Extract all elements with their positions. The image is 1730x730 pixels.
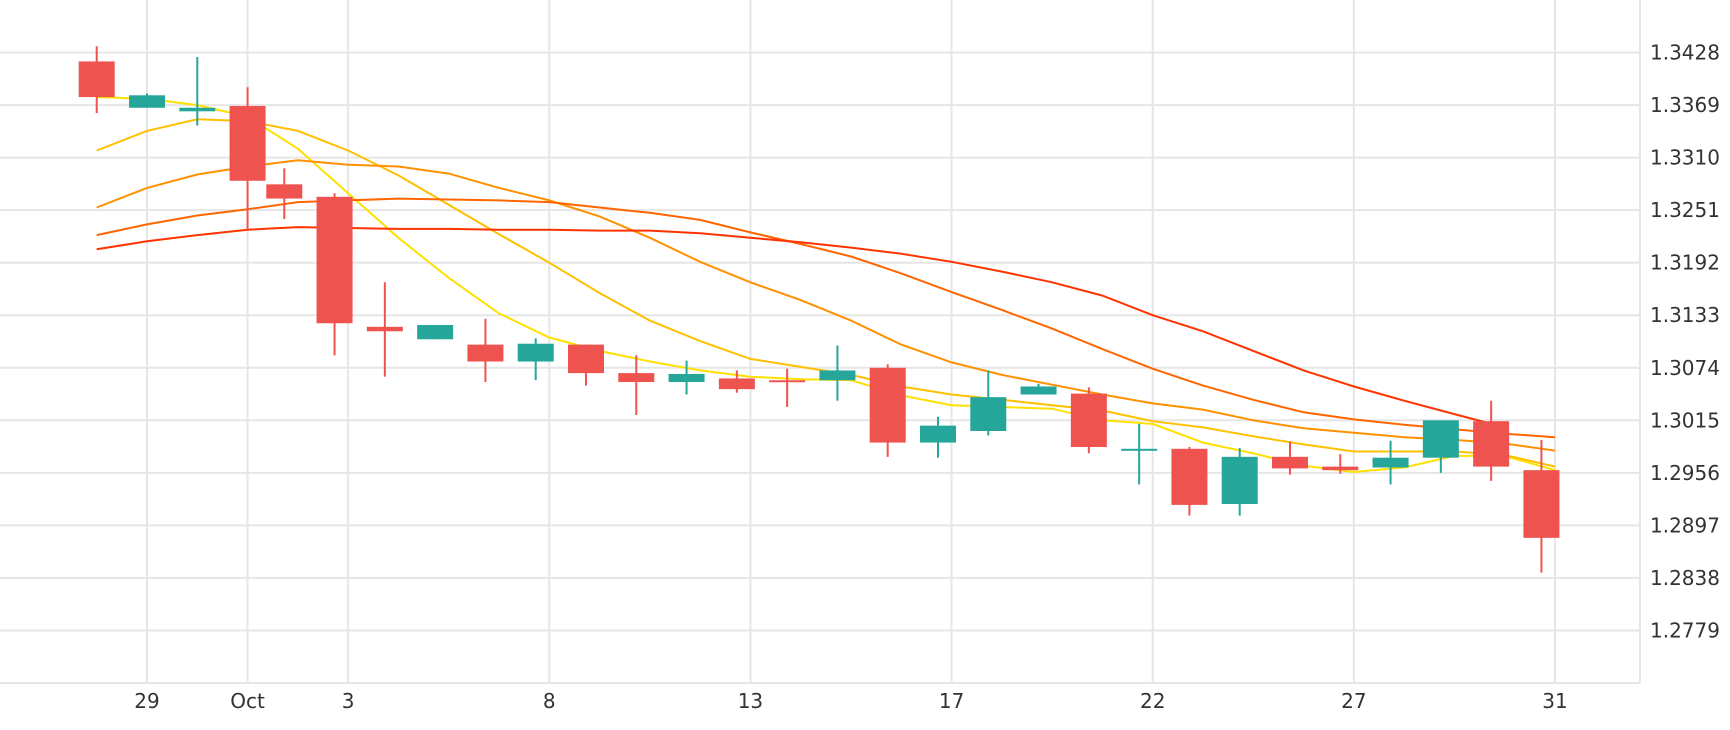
candle xyxy=(78,46,115,114)
candle xyxy=(366,282,403,377)
moving-average-line-4 xyxy=(96,197,1556,439)
candle-body xyxy=(366,326,403,332)
candle-body xyxy=(179,107,216,112)
candle-body xyxy=(819,370,856,381)
y-tick-label: 1.3251 xyxy=(1650,198,1720,222)
candle-body xyxy=(517,343,554,362)
candle-body xyxy=(1121,448,1158,451)
candle xyxy=(567,344,604,386)
candle xyxy=(1271,441,1308,475)
y-tick-label: 1.3369 xyxy=(1650,93,1720,117)
candle-body xyxy=(78,61,115,98)
candle-body xyxy=(1422,420,1459,458)
candle-body xyxy=(417,325,454,340)
candle xyxy=(467,318,504,383)
candle-body xyxy=(129,95,165,108)
candles xyxy=(78,46,1560,573)
candle xyxy=(1070,387,1107,454)
candle xyxy=(1422,420,1459,473)
candle xyxy=(618,355,655,415)
x-tick-label: 13 xyxy=(738,689,763,713)
moving-average-line-5 xyxy=(96,226,1505,429)
y-tick-label: 1.3133 xyxy=(1650,303,1720,327)
candle-body xyxy=(316,196,353,324)
candle-body xyxy=(567,344,604,374)
x-tick-label: Oct xyxy=(230,689,265,713)
y-axis: 1.3428 1.3369 1.3310 1.3251 1.3192 1.3133 1.30… xyxy=(1639,0,1720,683)
candle-body xyxy=(1271,456,1308,469)
candle xyxy=(179,56,216,126)
candle-body xyxy=(1473,421,1510,467)
candle-body xyxy=(1020,386,1057,395)
x-tick-label: 22 xyxy=(1140,689,1165,713)
candle xyxy=(1020,383,1057,395)
y-tick-label: 1.2897 xyxy=(1650,513,1720,537)
candle-body xyxy=(618,373,655,383)
candle-body xyxy=(1372,457,1409,468)
candle-body xyxy=(1523,470,1560,538)
candle xyxy=(316,193,353,356)
x-tick-label: 8 xyxy=(543,689,556,713)
candle xyxy=(869,364,906,457)
y-tick-label: 1.2779 xyxy=(1650,618,1720,642)
candle-body xyxy=(919,425,956,443)
candle xyxy=(919,416,956,458)
y-tick-label: 1.3074 xyxy=(1650,356,1720,380)
candle xyxy=(417,325,454,340)
candle xyxy=(668,360,705,395)
candle xyxy=(129,93,165,108)
x-tick-label: 3 xyxy=(342,689,355,713)
candle xyxy=(229,87,266,229)
y-tick-label: 1.2838 xyxy=(1650,566,1720,590)
y-tick-label: 1.3015 xyxy=(1650,408,1720,432)
candle-body xyxy=(718,378,755,390)
x-tick-label: 29 xyxy=(134,689,159,713)
x-axis: 29 Oct 3 8 13 17 22 27 31 xyxy=(0,682,1640,713)
candle xyxy=(1473,400,1510,481)
y-tick-label: 1.3192 xyxy=(1650,251,1720,275)
candle xyxy=(718,370,755,393)
candle xyxy=(1221,447,1258,516)
candle-body xyxy=(970,397,1007,431)
candle xyxy=(970,370,1007,436)
candle xyxy=(266,168,303,220)
x-tick-label: 27 xyxy=(1341,689,1366,713)
grid xyxy=(0,0,1640,683)
moving-average-line-1 xyxy=(96,96,1556,474)
candle-body xyxy=(1221,456,1258,505)
candle-body xyxy=(467,344,504,362)
candle-body xyxy=(229,105,266,181)
candle-body xyxy=(869,367,906,443)
candle-body xyxy=(1171,448,1208,505)
candle xyxy=(517,338,554,381)
candle xyxy=(1523,439,1560,573)
x-tick-label: 17 xyxy=(939,689,964,713)
candle xyxy=(1372,440,1409,485)
candle-body xyxy=(668,374,705,383)
y-tick-label: 1.3428 xyxy=(1650,41,1720,65)
moving-average-lines xyxy=(96,96,1556,474)
candle xyxy=(769,368,806,407)
candle-body xyxy=(769,380,806,383)
candle-body xyxy=(1322,466,1359,471)
y-tick-label: 1.2956 xyxy=(1650,461,1720,485)
candle-body xyxy=(266,184,303,199)
candle xyxy=(1121,423,1158,485)
candle xyxy=(819,345,856,401)
candle xyxy=(1322,454,1359,474)
candle-body xyxy=(1070,393,1107,448)
candle xyxy=(1171,447,1208,516)
moving-average-line-3 xyxy=(96,159,1556,452)
x-tick-label: 31 xyxy=(1542,689,1567,713)
moving-average-line-2 xyxy=(96,118,1556,468)
y-tick-label: 1.3310 xyxy=(1650,146,1720,170)
